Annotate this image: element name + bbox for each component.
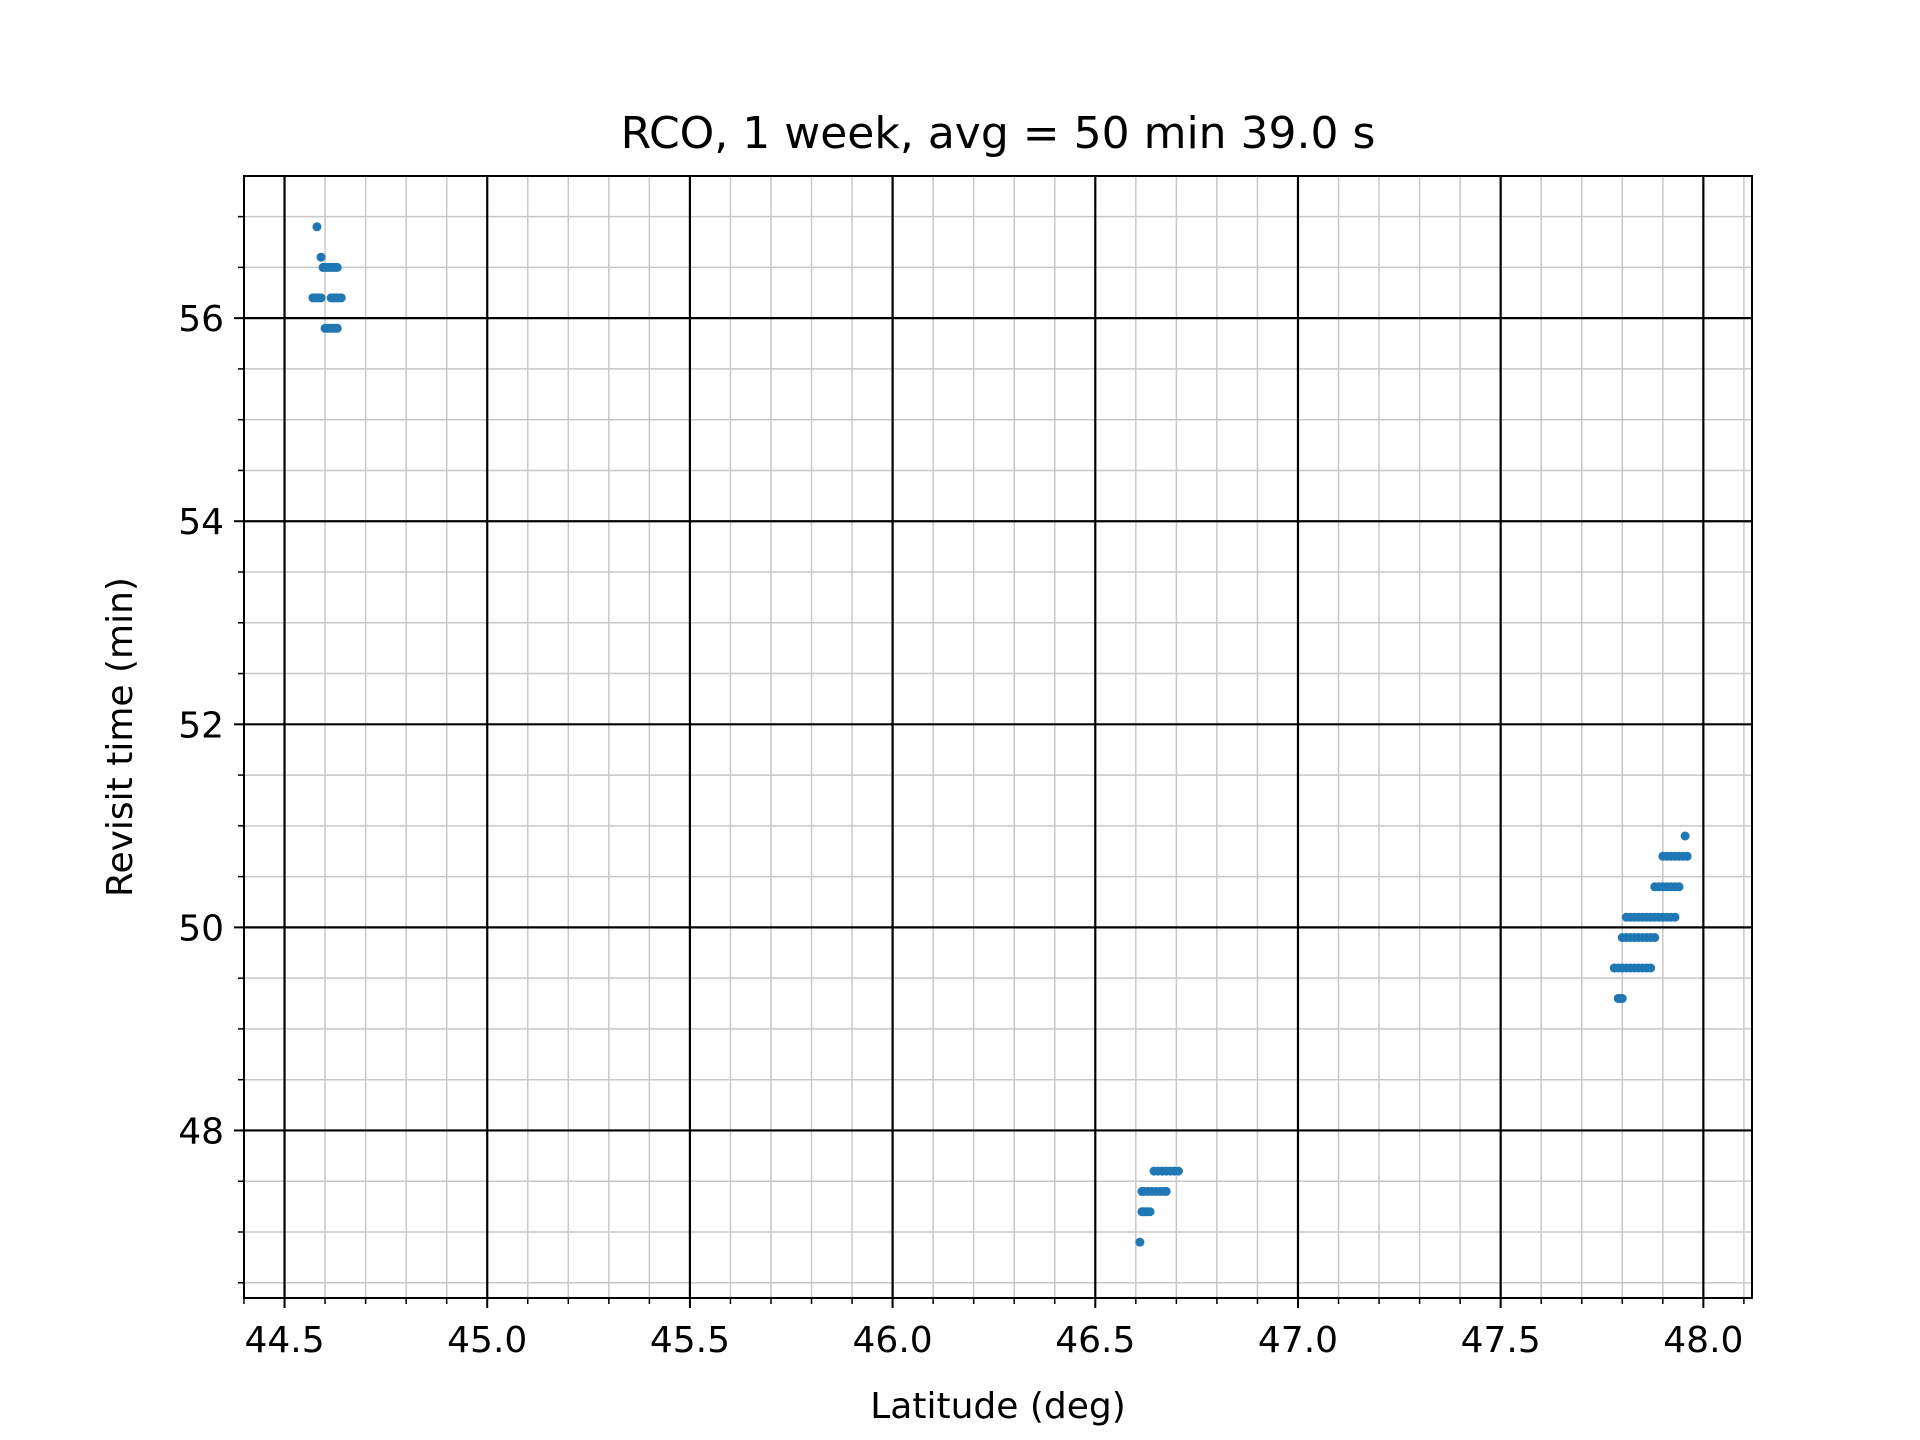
data-point xyxy=(1617,993,1627,1003)
x-tick-label: 46.0 xyxy=(853,1320,933,1361)
y-tick-label: 50 xyxy=(178,908,224,949)
data-point xyxy=(1682,851,1692,861)
y-tick-label: 48 xyxy=(178,1111,224,1152)
x-tick-label: 48.0 xyxy=(1663,1320,1743,1361)
data-point xyxy=(316,252,326,262)
data-point xyxy=(1135,1237,1145,1247)
y-axis-label: Revisit time (min) xyxy=(100,577,141,897)
plot-frame xyxy=(243,175,1753,1299)
data-point xyxy=(1145,1207,1155,1217)
y-tick-label: 54 xyxy=(178,502,224,543)
data-point xyxy=(1650,933,1660,943)
x-tick-label: 46.5 xyxy=(1055,1320,1135,1361)
data-point xyxy=(336,293,346,303)
chart-title: RCO, 1 week, avg = 50 min 39.0 s xyxy=(621,108,1376,159)
x-tick-label: 47.5 xyxy=(1461,1320,1541,1361)
data-point xyxy=(316,293,326,303)
data-point xyxy=(1161,1186,1171,1196)
major-grid xyxy=(244,176,1752,1298)
x-tick-label: 44.5 xyxy=(244,1320,324,1361)
x-axis-label: Latitude (deg) xyxy=(870,1386,1126,1427)
data-point xyxy=(1646,963,1656,973)
x-tick-label: 45.5 xyxy=(650,1320,730,1361)
data-point xyxy=(1173,1166,1183,1176)
x-tick-label: 47.0 xyxy=(1258,1320,1338,1361)
data-point xyxy=(312,222,322,232)
y-tick-label: 52 xyxy=(178,705,224,746)
y-tick-label: 56 xyxy=(178,299,224,340)
data-point xyxy=(332,262,342,272)
axis-ticks xyxy=(234,215,1745,1308)
x-tick-label: 45.0 xyxy=(447,1320,527,1361)
data-points xyxy=(308,222,1692,1247)
data-point xyxy=(332,323,342,333)
tick-labels: 44.5 45.0 45.5 46.0 46.5 47.0 47.5 48.0 48 50 52 54… xyxy=(178,299,1743,1361)
data-point xyxy=(1680,831,1690,841)
data-point xyxy=(1670,912,1680,922)
data-point xyxy=(1674,882,1684,892)
